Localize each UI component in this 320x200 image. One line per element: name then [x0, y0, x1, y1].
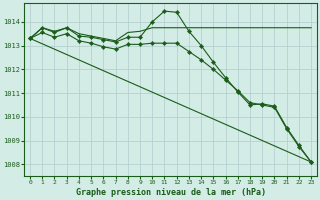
- X-axis label: Graphe pression niveau de la mer (hPa): Graphe pression niveau de la mer (hPa): [76, 188, 266, 197]
